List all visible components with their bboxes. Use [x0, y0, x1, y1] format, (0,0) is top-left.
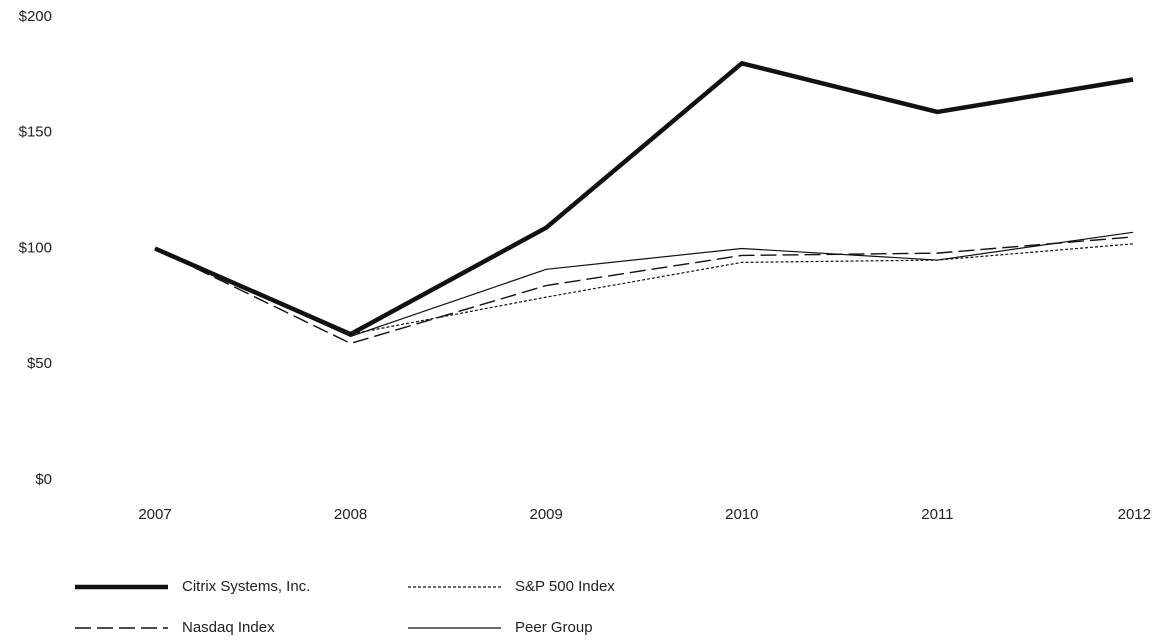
x-tick-label: 2010 [725, 506, 758, 523]
y-tick-label: $0 [35, 471, 52, 488]
x-tick-label: 2011 [921, 506, 953, 523]
y-tick-label: $50 [27, 355, 52, 372]
y-tick-label: $150 [19, 124, 52, 141]
x-tick-label: 2008 [334, 506, 367, 523]
y-tick-label: $200 [19, 8, 52, 25]
legend-label: Nasdaq Index [182, 619, 275, 636]
legend-label: Citrix Systems, Inc. [182, 578, 310, 595]
x-tick-label: 2012 [1118, 506, 1151, 523]
y-tick-label: $100 [19, 239, 52, 256]
x-tick-label: 2007 [138, 506, 171, 523]
legend-label: Peer Group [515, 619, 593, 636]
series-line [154, 231, 1134, 338]
series-line [154, 61, 1134, 337]
series-line [154, 236, 1134, 345]
legend-label: S&P 500 Index [515, 578, 615, 595]
x-tick-label: 2009 [530, 506, 563, 523]
series-line [154, 243, 1134, 335]
